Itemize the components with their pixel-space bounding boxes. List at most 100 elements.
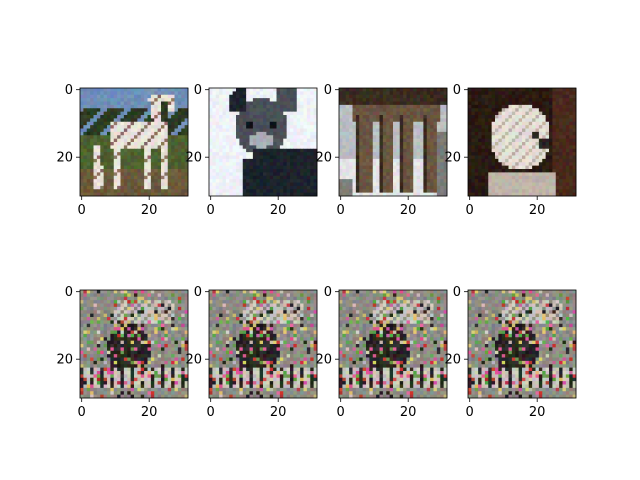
pixel [339, 169, 343, 173]
pixel [545, 94, 550, 99]
pixel [150, 118, 155, 123]
pixel [123, 145, 128, 150]
pixel [177, 185, 182, 190]
pixel [269, 165, 274, 170]
pixel [171, 357, 175, 362]
pixel [355, 145, 360, 150]
pixel [339, 152, 343, 156]
pixel [491, 172, 496, 177]
pixel [96, 293, 101, 298]
pixel [110, 135, 115, 140]
pixel [488, 192, 493, 197]
pixel [403, 185, 407, 190]
pixel [164, 347, 169, 352]
pixel [259, 155, 264, 160]
pixel [303, 128, 308, 133]
pixel [474, 111, 479, 116]
pixel [249, 111, 254, 116]
pixel [225, 104, 230, 109]
pixel [225, 111, 230, 116]
pixel [403, 138, 407, 143]
pixel [215, 108, 220, 113]
pixel [147, 104, 152, 109]
pixel [565, 135, 570, 140]
pixel [468, 125, 472, 129]
pixel [436, 104, 441, 109]
axes-frame [338, 87, 448, 197]
pixel [369, 182, 374, 187]
pixel [433, 182, 438, 187]
pixel [259, 148, 264, 153]
pixel [137, 374, 142, 379]
pixel [100, 88, 105, 92]
pixel [478, 91, 482, 96]
pixel [443, 165, 448, 170]
pixel [123, 296, 128, 301]
pixel [90, 145, 94, 150]
pixel [120, 347, 125, 352]
pixel [443, 94, 448, 99]
pixel [256, 169, 261, 173]
pixel [430, 165, 434, 170]
pixel [80, 323, 84, 328]
pixel [440, 155, 445, 160]
pixel [565, 101, 570, 106]
pixel [130, 317, 135, 321]
pixel [413, 192, 418, 197]
pixel [90, 192, 94, 197]
pixel [369, 162, 374, 167]
pixel [225, 145, 230, 150]
pixel [209, 169, 213, 173]
pixel [110, 290, 115, 294]
pixel [140, 330, 145, 335]
pixel [117, 360, 121, 365]
pixel [222, 138, 227, 143]
pixel [154, 155, 159, 160]
pixel [181, 347, 186, 352]
pixel [484, 192, 489, 197]
pixel [569, 118, 574, 123]
pixel [150, 135, 155, 140]
pixel [306, 182, 311, 187]
pixel [96, 121, 101, 126]
pixel [518, 111, 523, 116]
pixel [140, 374, 145, 379]
pixel [481, 142, 486, 146]
pixel [525, 88, 530, 92]
pixel [409, 169, 414, 173]
pixel [355, 101, 360, 106]
pixel [488, 152, 493, 156]
pixel [239, 138, 244, 143]
pixel [83, 364, 88, 369]
pixel [481, 165, 486, 170]
pixel [225, 131, 230, 136]
pixel [161, 374, 165, 379]
pixel [86, 101, 91, 106]
pixel [137, 158, 142, 163]
pixel [409, 128, 414, 133]
pixel [286, 175, 291, 180]
pixel [515, 91, 520, 96]
pixel [545, 185, 550, 190]
pixel [416, 152, 421, 156]
pixel [239, 88, 244, 92]
pixel [393, 152, 397, 156]
pixel [542, 108, 547, 113]
pixel [396, 179, 401, 183]
pixel [393, 165, 397, 170]
pixel [93, 357, 98, 362]
pixel [154, 94, 159, 99]
pixel [468, 128, 472, 133]
pixel [396, 145, 401, 150]
pixel [90, 162, 94, 167]
pixel [157, 364, 162, 369]
pixel [389, 94, 394, 99]
pixel [103, 142, 108, 146]
pixel [403, 121, 407, 126]
pixel [273, 98, 277, 102]
pixel [134, 330, 138, 335]
pixel [376, 182, 380, 187]
pixel [339, 131, 343, 136]
